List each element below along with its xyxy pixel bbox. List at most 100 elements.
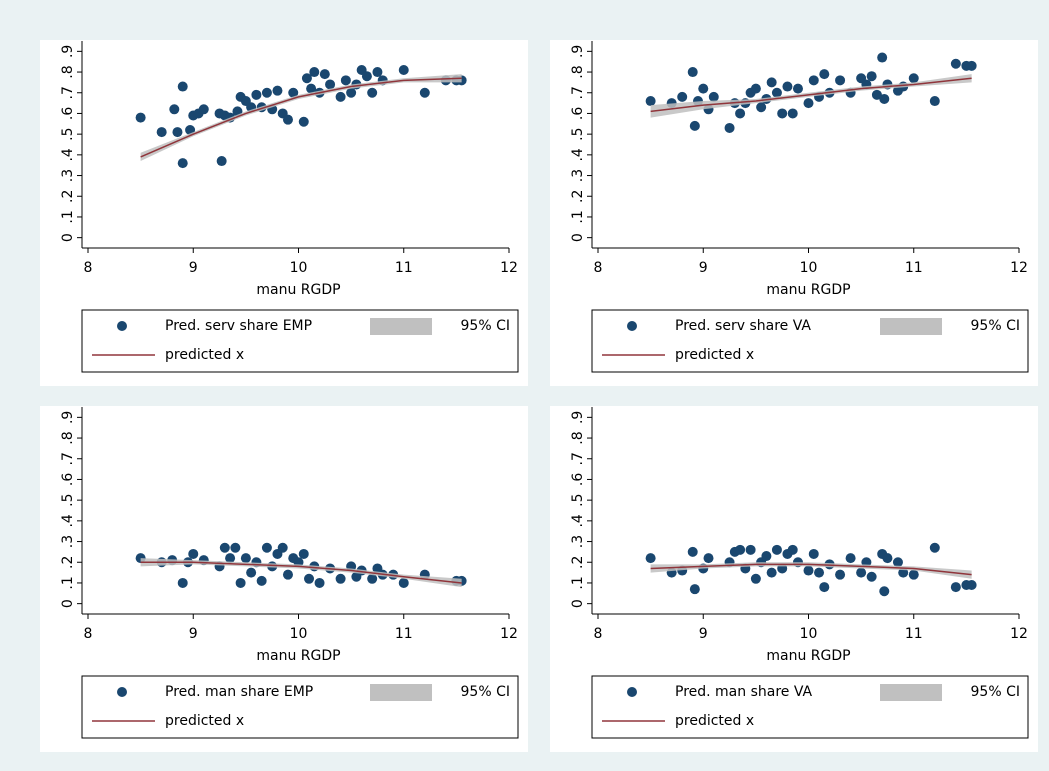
y-tick-label: 0: [570, 599, 586, 608]
y-tick-label: 0: [570, 233, 586, 242]
x-axis-title: manu RGDP: [766, 648, 850, 664]
point: [871, 89, 882, 100]
point: [808, 75, 819, 86]
point: [340, 75, 351, 86]
point: [819, 69, 830, 80]
point: [156, 127, 167, 138]
point: [929, 96, 940, 107]
point: [304, 573, 315, 584]
y-tick-label: .6: [60, 107, 76, 120]
x-tick-label: 11: [905, 260, 923, 276]
point: [319, 69, 330, 80]
point: [225, 553, 236, 564]
point: [177, 81, 188, 92]
point: [761, 551, 772, 562]
legend-swatch: [880, 684, 942, 701]
x-tick-label: 10: [290, 260, 308, 276]
point: [251, 89, 262, 100]
point: [298, 548, 309, 559]
point: [866, 571, 877, 582]
legend-box: [81, 309, 519, 373]
point: [792, 83, 803, 94]
legend-label: Pred. serv share EMP: [165, 318, 312, 334]
point: [398, 577, 409, 588]
point: [367, 87, 378, 98]
point: [814, 567, 825, 578]
y-tick-label: .5: [60, 493, 76, 506]
legend-label: Pred. man share VA: [675, 684, 813, 700]
legend-swatch: [880, 318, 942, 335]
point: [346, 87, 357, 98]
point: [856, 567, 867, 578]
point: [687, 546, 698, 557]
y-tick-label: .4: [60, 148, 76, 161]
y-tick-label: .3: [570, 169, 586, 182]
x-tick-label: 12: [1010, 260, 1028, 276]
point: [929, 542, 940, 553]
point: [966, 60, 977, 71]
point: [882, 553, 893, 564]
x-tick-label: 12: [500, 260, 518, 276]
point: [787, 544, 798, 555]
x-axis-title: manu RGDP: [256, 648, 340, 664]
legend-label: Pred. man share EMP: [165, 684, 313, 700]
legend-label: predicted x: [675, 347, 754, 363]
y-tick-label: .4: [570, 514, 586, 527]
legend-label: predicted x: [165, 713, 244, 729]
y-tick-label: .2: [60, 190, 76, 203]
legend-marker: [117, 321, 127, 331]
x-tick-label: 9: [189, 626, 198, 642]
point: [750, 573, 761, 584]
fit-line: [650, 563, 972, 576]
point: [766, 567, 777, 578]
point: [282, 114, 293, 125]
point: [835, 75, 846, 86]
point: [230, 542, 241, 553]
point: [219, 542, 230, 553]
point: [235, 577, 246, 588]
point: [177, 158, 188, 169]
x-tick-label: 9: [189, 260, 198, 276]
point: [908, 569, 919, 580]
y-tick-label: .7: [60, 452, 76, 465]
legend-label: 95% CI: [461, 318, 510, 334]
y-tick-label: .7: [60, 86, 76, 99]
point: [819, 582, 830, 593]
point: [645, 96, 656, 107]
point: [735, 108, 746, 119]
y-tick-label: .5: [60, 127, 76, 140]
point: [398, 64, 409, 75]
point: [950, 582, 961, 593]
fit-line: [140, 561, 462, 584]
point: [745, 544, 756, 555]
legend-label: Pred. serv share VA: [675, 318, 811, 334]
point: [808, 548, 819, 559]
legend-label: predicted x: [675, 713, 754, 729]
y-tick-label: .2: [570, 556, 586, 569]
y-tick-label: .1: [570, 576, 586, 589]
y-tick-label: .2: [570, 190, 586, 203]
y-tick-label: .3: [60, 169, 76, 182]
point: [282, 569, 293, 580]
legend-marker: [627, 687, 637, 697]
y-tick-label: .8: [60, 431, 76, 444]
x-axis-title: manu RGDP: [256, 282, 340, 298]
point: [367, 573, 378, 584]
point: [803, 98, 814, 109]
y-tick-label: .1: [60, 210, 76, 223]
point: [335, 91, 346, 102]
y-tick-label: .3: [570, 535, 586, 548]
y-tick-label: .9: [570, 45, 586, 58]
y-tick-label: .9: [570, 411, 586, 424]
point: [188, 548, 199, 559]
point: [689, 584, 700, 595]
point: [803, 565, 814, 576]
point: [325, 79, 336, 90]
point: [703, 553, 714, 564]
ci-band: [650, 562, 972, 579]
point: [950, 58, 961, 69]
ci-band: [650, 74, 972, 118]
legend-swatch: [370, 684, 432, 701]
y-tick-label: .6: [570, 473, 586, 486]
legend-box: [591, 309, 1029, 373]
